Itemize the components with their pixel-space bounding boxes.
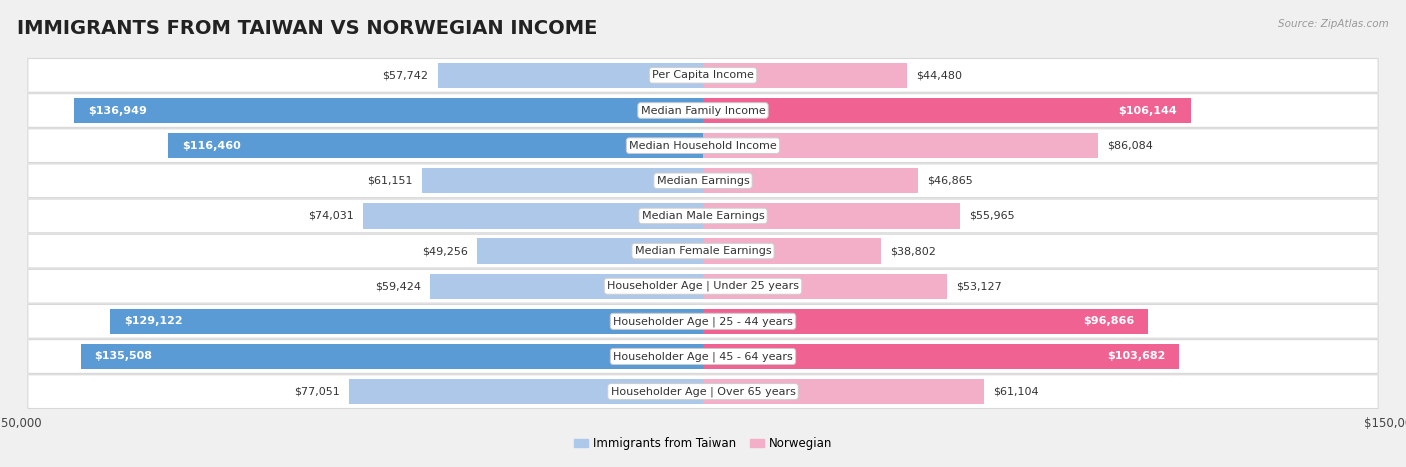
Bar — [477, 239, 703, 264]
FancyBboxPatch shape — [28, 129, 1378, 163]
Text: $136,949: $136,949 — [87, 106, 146, 115]
Text: Householder Age | Over 65 years: Householder Age | Over 65 years — [610, 386, 796, 397]
Bar — [703, 98, 1191, 123]
Text: $129,122: $129,122 — [124, 316, 183, 326]
Text: $59,424: $59,424 — [375, 281, 420, 291]
Text: Householder Age | 25 - 44 years: Householder Age | 25 - 44 years — [613, 316, 793, 326]
Text: $86,084: $86,084 — [1108, 141, 1153, 151]
Text: Median Earnings: Median Earnings — [657, 176, 749, 186]
FancyBboxPatch shape — [28, 375, 1378, 409]
Bar — [349, 379, 703, 404]
Text: Householder Age | 45 - 64 years: Householder Age | 45 - 64 years — [613, 351, 793, 362]
Text: $61,104: $61,104 — [993, 387, 1039, 396]
Bar — [703, 168, 918, 193]
Text: Median Family Income: Median Family Income — [641, 106, 765, 115]
FancyBboxPatch shape — [28, 340, 1378, 373]
Text: $135,508: $135,508 — [94, 352, 152, 361]
Bar — [437, 63, 703, 88]
Bar — [363, 203, 703, 228]
Bar — [703, 63, 907, 88]
Bar — [169, 133, 703, 158]
Text: $57,742: $57,742 — [382, 71, 429, 80]
Bar — [430, 274, 703, 299]
Text: $55,965: $55,965 — [969, 211, 1015, 221]
Text: $116,460: $116,460 — [181, 141, 240, 151]
Text: $106,144: $106,144 — [1118, 106, 1177, 115]
Bar — [703, 203, 960, 228]
Text: $77,051: $77,051 — [294, 387, 340, 396]
Bar — [703, 274, 948, 299]
FancyBboxPatch shape — [28, 269, 1378, 303]
FancyBboxPatch shape — [28, 94, 1378, 127]
Bar — [703, 133, 1098, 158]
Text: Median Female Earnings: Median Female Earnings — [634, 246, 772, 256]
Bar — [110, 309, 703, 334]
Text: $38,802: $38,802 — [890, 246, 936, 256]
FancyBboxPatch shape — [28, 164, 1378, 198]
Text: Median Male Earnings: Median Male Earnings — [641, 211, 765, 221]
Text: Median Household Income: Median Household Income — [628, 141, 778, 151]
Bar — [80, 344, 703, 369]
Text: $96,866: $96,866 — [1083, 316, 1135, 326]
Text: $74,031: $74,031 — [308, 211, 354, 221]
Bar — [703, 309, 1147, 334]
Bar — [703, 239, 882, 264]
Text: $61,151: $61,151 — [367, 176, 413, 186]
Text: $49,256: $49,256 — [422, 246, 468, 256]
Text: Householder Age | Under 25 years: Householder Age | Under 25 years — [607, 281, 799, 291]
Text: $46,865: $46,865 — [928, 176, 973, 186]
Text: $103,682: $103,682 — [1107, 352, 1166, 361]
FancyBboxPatch shape — [28, 234, 1378, 268]
Text: $44,480: $44,480 — [917, 71, 963, 80]
FancyBboxPatch shape — [28, 199, 1378, 233]
FancyBboxPatch shape — [28, 58, 1378, 92]
Bar — [422, 168, 703, 193]
Text: Source: ZipAtlas.com: Source: ZipAtlas.com — [1278, 19, 1389, 28]
Text: $53,127: $53,127 — [956, 281, 1002, 291]
Bar — [703, 379, 984, 404]
Bar — [75, 98, 703, 123]
FancyBboxPatch shape — [28, 304, 1378, 338]
Legend: Immigrants from Taiwan, Norwegian: Immigrants from Taiwan, Norwegian — [569, 432, 837, 455]
Text: Per Capita Income: Per Capita Income — [652, 71, 754, 80]
Bar — [703, 344, 1180, 369]
Text: IMMIGRANTS FROM TAIWAN VS NORWEGIAN INCOME: IMMIGRANTS FROM TAIWAN VS NORWEGIAN INCO… — [17, 19, 598, 38]
